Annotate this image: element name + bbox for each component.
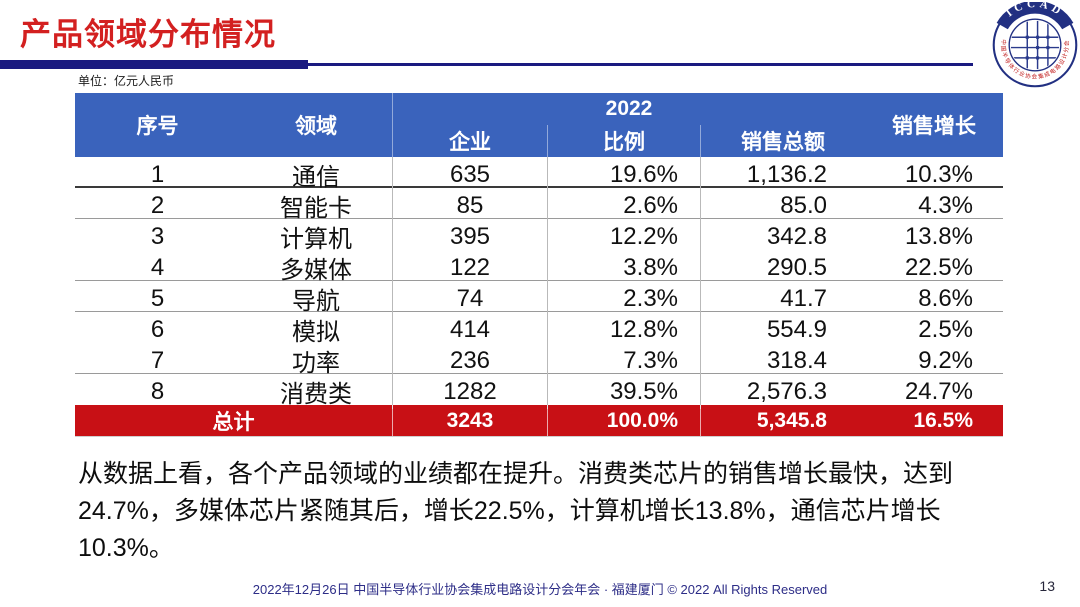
- cell-sales-growth: 8.6%: [918, 284, 973, 312]
- cell-sales-growth: 24.7%: [904, 377, 973, 405]
- cell-no: 7: [150, 346, 165, 374]
- iccad-logo: ICCAD 中国半导体行业协会集成电路设计分会: [992, 2, 1078, 88]
- header-cell-companies: 企业: [392, 125, 547, 157]
- table-row: 7 功率 236 7.3% 318.4 9.2%: [75, 343, 1003, 378]
- cell-domain: 智能卡: [280, 195, 352, 222]
- cell-domain: 通信: [292, 164, 340, 191]
- table-row: 5 导航 74 2.3% 41.7 8.6%: [75, 281, 1003, 316]
- cell-total-sales: 85.0: [700, 188, 865, 223]
- page-number: 13: [1039, 578, 1055, 594]
- cell-total-sales: 2,576.3: [700, 374, 865, 409]
- header-cell-ratio: 比例: [547, 125, 700, 157]
- page-title: 产品领域分布情况: [20, 17, 276, 52]
- cell-ratio: 2.3%: [547, 281, 700, 316]
- cell-sales-growth: 9.2%: [918, 346, 973, 374]
- cell-ratio: 12.2%: [547, 219, 700, 254]
- total-total-sales: 5,345.8: [700, 405, 865, 436]
- cell-domain: 多媒体: [280, 257, 352, 284]
- cell-sales-growth: 22.5%: [904, 253, 973, 281]
- cell-no: 3: [150, 222, 165, 250]
- total-sales-growth: 16.5%: [913, 408, 973, 432]
- cell-domain: 计算机: [280, 226, 352, 253]
- cell-total-sales: 554.9: [700, 312, 865, 347]
- header-cell-sales-growth: 销售增长: [892, 115, 976, 138]
- cell-companies: 74: [392, 281, 547, 316]
- cell-no: 2: [150, 191, 165, 219]
- cell-companies: 414: [392, 312, 547, 347]
- data-table: 序号 领域 2022 企业 比例 销售总额 销售增长 1 通信 635 19.6…: [75, 93, 1003, 437]
- logo-top-band: [996, 2, 1074, 30]
- cell-no: 6: [150, 315, 165, 343]
- cell-domain: 导航: [292, 288, 340, 315]
- logo-inner-circle: [1008, 18, 1062, 72]
- table-row: 4 多媒体 122 3.8% 290.5 22.5%: [75, 250, 1003, 285]
- cell-no: 4: [150, 253, 165, 281]
- cell-ratio: 7.3%: [547, 343, 700, 378]
- table-row: 2 智能卡 85 2.6% 85.0 4.3%: [75, 188, 1003, 223]
- header-cell-no: 序号: [136, 115, 179, 138]
- table-row: 8 消费类 1282 39.5% 2,576.3 24.7%: [75, 374, 1003, 409]
- cell-total-sales: 41.7: [700, 281, 865, 316]
- title-divider-thick-bar: [0, 60, 308, 69]
- cell-companies: 1282: [392, 374, 547, 409]
- cell-sales-growth: 13.8%: [904, 222, 973, 250]
- total-label: 总计: [212, 410, 255, 434]
- header-cell-year-group: 2022: [392, 93, 865, 125]
- cell-ratio: 19.6%: [547, 157, 700, 192]
- cell-companies: 122: [392, 250, 547, 285]
- unit-label: 单位：亿元人民币: [78, 74, 175, 88]
- cell-domain: 功率: [292, 350, 340, 377]
- cell-total-sales: 342.8: [700, 219, 865, 254]
- title-divider-thin-line: [308, 63, 973, 66]
- cell-total-sales: 290.5: [700, 250, 865, 285]
- commentary-text: 从数据上看，各个产品领域的业绩都在提升。消费类芯片的销售增长最快，达到24.7%…: [78, 460, 954, 562]
- cell-domain: 模拟: [292, 319, 340, 346]
- total-ratio: 100.0%: [547, 405, 700, 436]
- cell-domain: 消费类: [280, 381, 352, 408]
- table-total-row: 总计 3243 100.0% 5,345.8 16.5%: [75, 405, 1003, 437]
- total-companies: 3243: [392, 405, 547, 436]
- footer-credit: 2022年12月26日 中国半导体行业协会集成电路设计分会年会 · 福建厦门 ©…: [252, 582, 828, 597]
- cell-ratio: 39.5%: [547, 374, 700, 409]
- cell-total-sales: 318.4: [700, 343, 865, 378]
- header-cell-domain: 领域: [295, 115, 337, 138]
- table-row: 3 计算机 395 12.2% 342.8 13.8%: [75, 219, 1003, 254]
- cell-sales-growth: 4.3%: [918, 191, 973, 219]
- cell-sales-growth: 2.5%: [918, 315, 973, 343]
- cell-no: 8: [150, 377, 165, 405]
- table-row: 6 模拟 414 12.8% 554.9 2.5%: [75, 312, 1003, 347]
- logo-grid-dots: [1025, 35, 1050, 60]
- cell-companies: 85: [392, 188, 547, 223]
- cell-ratio: 3.8%: [547, 250, 700, 285]
- cell-companies: 635: [392, 157, 547, 192]
- cell-ratio: 2.6%: [547, 188, 700, 223]
- cell-companies: 236: [392, 343, 547, 378]
- cell-no: 1: [150, 160, 165, 188]
- cell-ratio: 12.8%: [547, 312, 700, 347]
- cell-companies: 395: [392, 219, 547, 254]
- table-header: 序号 领域 2022 企业 比例 销售总额 销售增长: [75, 93, 1003, 157]
- table-row: 1 通信 635 19.6% 1,136.2 10.3%: [75, 157, 1003, 192]
- header-cell-total-sales: 销售总额: [700, 125, 865, 157]
- cell-sales-growth: 10.3%: [904, 160, 973, 188]
- cell-no: 5: [150, 284, 165, 312]
- logo-circuit-grid-icon: [1010, 20, 1060, 70]
- cell-total-sales: 1,136.2: [700, 157, 865, 192]
